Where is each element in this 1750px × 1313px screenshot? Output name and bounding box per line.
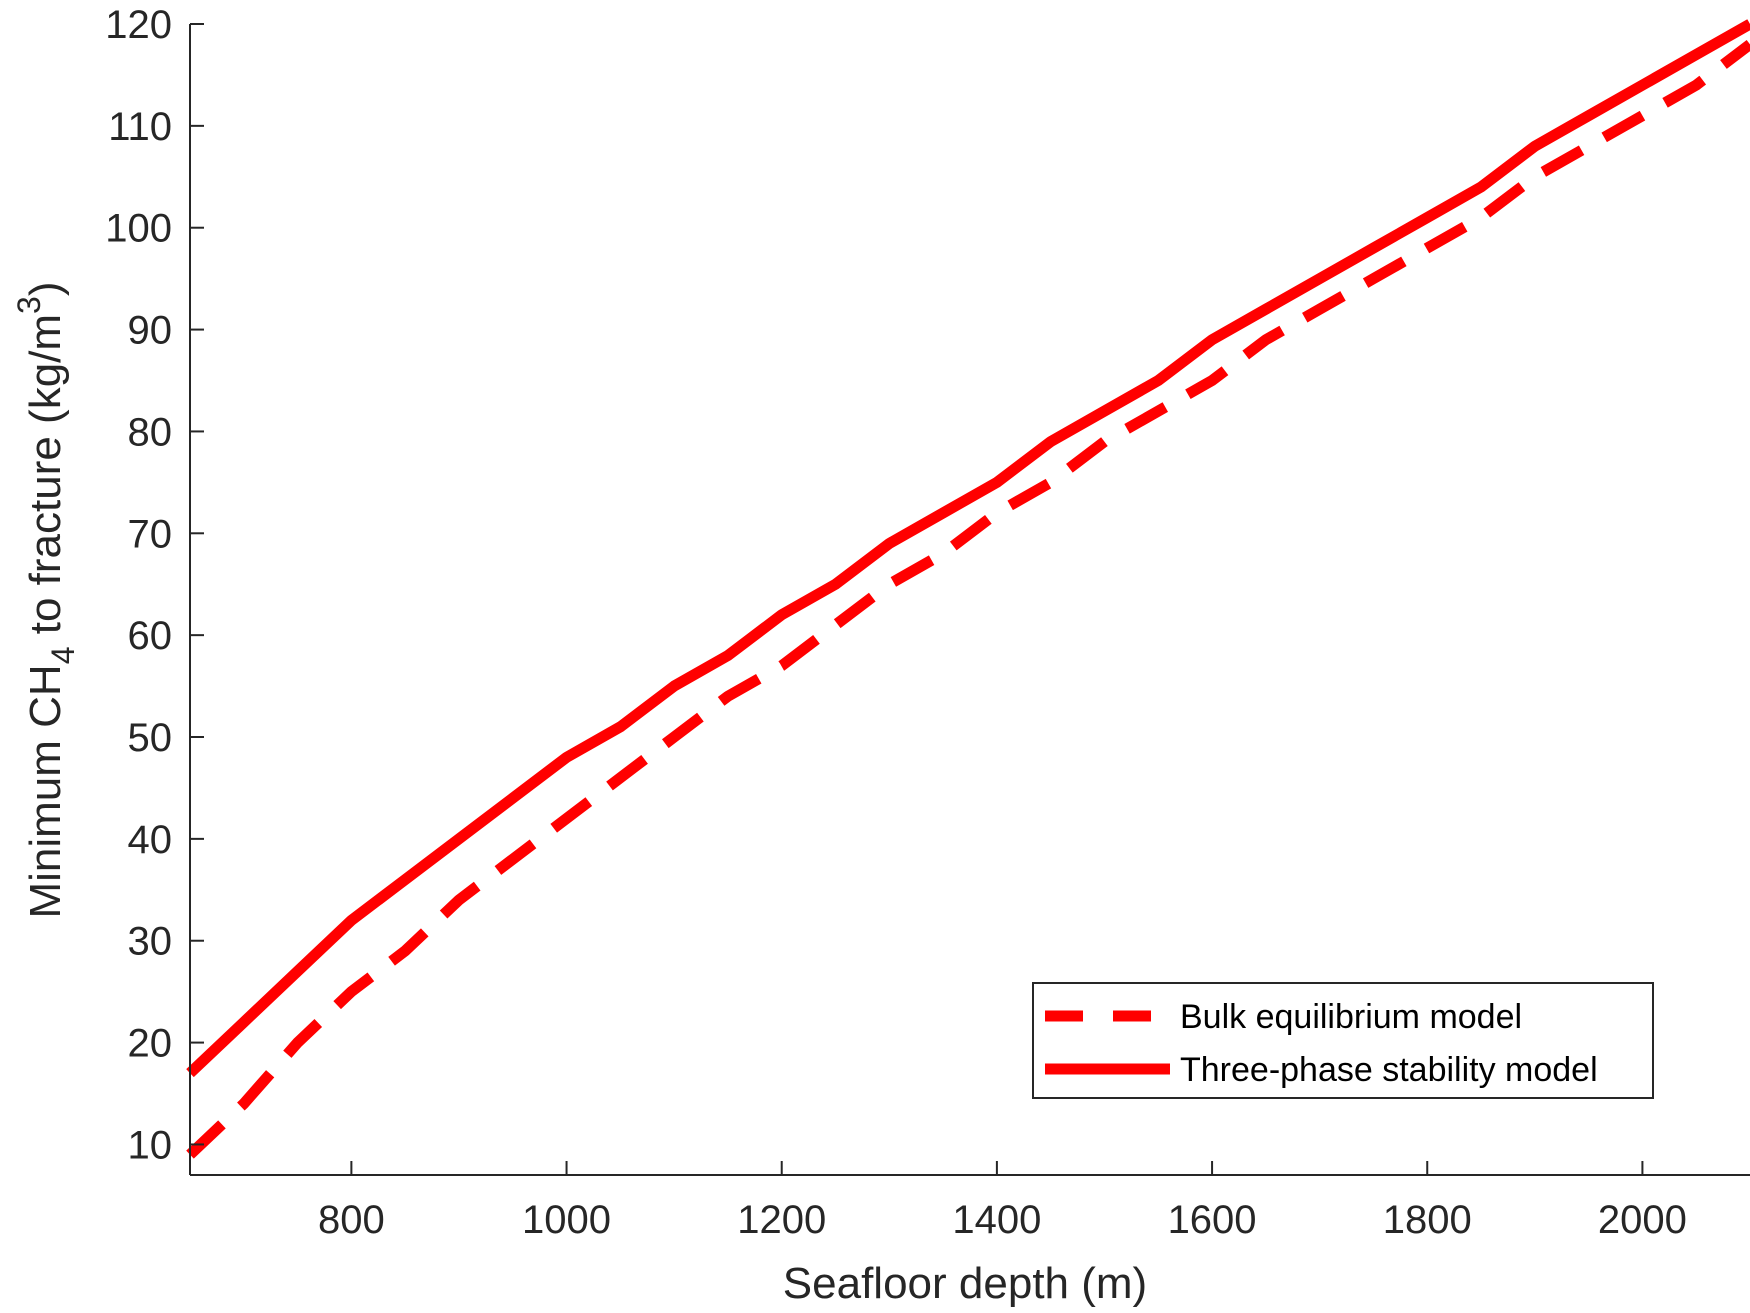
legend-label-three-phase: Three-phase stability model bbox=[1180, 1051, 1598, 1089]
y-tick-label-20: 20 bbox=[128, 1022, 173, 1066]
legend: Bulk equilibrium model Three-phase stabi… bbox=[1032, 982, 1654, 1099]
y-tick-label-60: 60 bbox=[128, 614, 173, 658]
y-tick-label-90: 90 bbox=[128, 309, 173, 353]
x-tick-label-1400: 1400 bbox=[952, 1198, 1041, 1242]
plot-area bbox=[186, 19, 1750, 1159]
legend-label-bulk: Bulk equilibrium model bbox=[1180, 998, 1522, 1036]
series-line-bulk-equilibrium bbox=[186, 39, 1750, 1159]
x-axis-title: Seafloor depth (m) bbox=[783, 1259, 1147, 1308]
y-tick-label-30: 30 bbox=[128, 920, 173, 964]
y-tick-label-110: 110 bbox=[108, 105, 172, 149]
y-tick-label-50: 50 bbox=[128, 716, 173, 760]
series-line-three-phase-stability bbox=[186, 19, 1750, 1078]
y-tick-label-100: 100 bbox=[105, 207, 172, 251]
y-tick-label-80: 80 bbox=[128, 410, 173, 454]
y-tick-label-40: 40 bbox=[128, 818, 173, 862]
x-tick-label-1000: 1000 bbox=[522, 1198, 611, 1242]
x-tick-label-1800: 1800 bbox=[1383, 1198, 1472, 1242]
x-axis-ticks: 800 1000 1200 1400 1600 1800 2000 bbox=[318, 1161, 1687, 1242]
x-tick-label-800: 800 bbox=[318, 1198, 385, 1242]
axes bbox=[189, 24, 1750, 1176]
x-tick-label-1200: 1200 bbox=[737, 1198, 826, 1242]
x-tick-label-1600: 1600 bbox=[1168, 1198, 1257, 1242]
x-tick-label-2000: 2000 bbox=[1598, 1198, 1687, 1242]
legend-box bbox=[1032, 982, 1654, 1099]
y-tick-label-10: 10 bbox=[128, 1123, 173, 1167]
y-axis-ticks: 10 20 30 40 50 60 70 80 90 100 110 120 bbox=[105, 3, 204, 1167]
y-tick-label-120: 120 bbox=[105, 3, 172, 47]
y-axis-title: Minimum CH4 to fracture (kg/m3) bbox=[11, 281, 81, 918]
y-tick-label-70: 70 bbox=[128, 512, 173, 556]
